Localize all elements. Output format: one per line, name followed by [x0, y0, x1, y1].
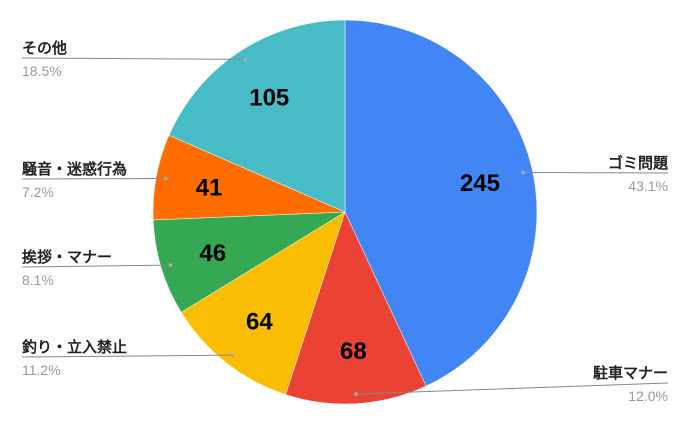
percent-label: 43.1%: [628, 178, 668, 194]
slice-value-label: 105: [249, 84, 289, 111]
category-label: 駐車マナー: [593, 364, 668, 382]
slice-value-label: 41: [196, 175, 223, 202]
pie-slice: [344, 19, 538, 387]
slice-value-label: 64: [246, 309, 273, 336]
leader-dot: [230, 353, 234, 357]
slice-value-label: 68: [340, 338, 367, 365]
leader-dot: [168, 263, 173, 267]
leader-dot: [354, 392, 358, 396]
pie-slice: [152, 211, 346, 313]
percent-label: 11.2%: [22, 362, 61, 378]
pie-slice: [180, 211, 346, 395]
percent-label: 7.2%: [22, 184, 54, 200]
leader-dot: [163, 176, 168, 181]
leader-line: [21, 177, 166, 180]
category-label: 釣り・立入禁止: [22, 338, 127, 356]
leader-line: [356, 382, 669, 395]
leader-dot: [243, 57, 247, 62]
leader-line: [21, 264, 171, 268]
slice-value-label: 46: [199, 240, 226, 267]
leader-line: [21, 354, 233, 358]
category-label: 挨拶・マナー: [22, 248, 112, 266]
pie-slice: [168, 19, 346, 213]
category-label: ゴミ問題: [608, 154, 669, 172]
pie-slice: [285, 211, 427, 405]
slice-value-label: 245: [460, 170, 500, 197]
category-label: その他: [22, 39, 67, 57]
leader-line: [21, 57, 246, 60]
leader-dot: [521, 170, 525, 175]
percent-label: 8.1%: [22, 272, 54, 288]
category-label: 騒音・迷惑行為: [22, 160, 127, 178]
percent-label: 18.5%: [22, 63, 62, 79]
percent-label: 12.0%: [628, 388, 668, 404]
